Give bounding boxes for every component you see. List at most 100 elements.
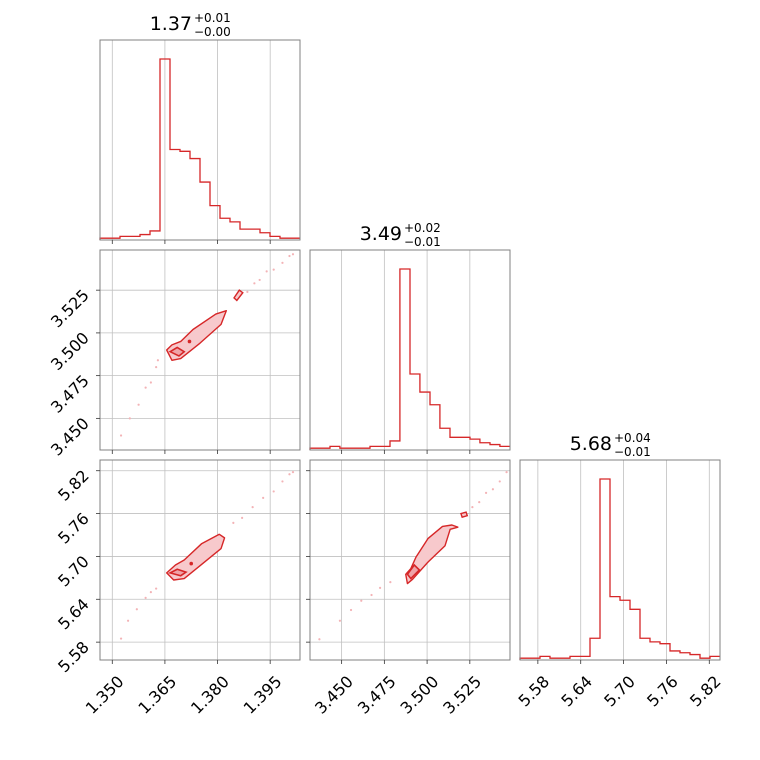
title-value: 5.68 [570,433,612,455]
contour-panel-1-2 [309,459,511,661]
sample-point [281,261,284,264]
sample-point [272,268,275,271]
contour-panel-0-2 [99,459,301,661]
y-tick-label: 5.76 [54,509,93,548]
panel-frame [309,459,511,661]
x-tick-label: 5.70 [600,672,639,711]
sample-point [291,471,295,474]
sample-point [505,471,508,474]
sample-point [291,253,295,256]
x-tick-label: 5.58 [515,672,554,711]
sample-point [241,516,244,519]
histogram-panel-1: 3.49 +0.02−0.01 [309,221,511,451]
title-minus: −0.01 [614,445,651,459]
sample-point [149,381,152,384]
y-tick-label: 5.64 [54,595,93,634]
sample-point [144,596,147,599]
contour-island [233,289,244,302]
sample-point [149,591,152,594]
y-tick-label: 5.70 [54,552,93,591]
sample-point [155,587,158,590]
sample-point [128,417,131,420]
title-minus: −0.00 [194,25,231,39]
contour-dot [187,339,192,344]
sample-point [119,434,123,437]
x-tick-label: 1.395 [240,672,286,718]
sample-point [144,386,147,389]
panel-title: 5.68 +0.04−0.01 [570,431,651,459]
panel-frame [99,249,301,451]
sample-point [378,586,382,589]
sample-point [389,581,392,584]
panel-frame [519,459,721,661]
sample-point [246,290,249,293]
sample-point [484,491,488,494]
sample-point [253,282,256,285]
sample-point [135,608,138,611]
contour-outer [165,533,226,581]
x-tick-label: 5.64 [557,672,596,711]
x-tick-label: 5.82 [686,672,725,711]
contour-inner [167,568,188,577]
title-minus: −0.01 [404,235,441,249]
panel-title: 3.49 +0.02−0.01 [360,221,441,249]
x-tick-label: 3.450 [311,672,357,718]
sample-point [156,359,159,362]
panel-title: 1.37 +0.01−0.00 [150,11,231,39]
sample-point [251,506,254,509]
histogram-panel-0: 1.37 +0.01−0.00 [99,11,301,241]
sample-point [258,278,261,282]
x-tick-label: 1.350 [82,672,128,718]
histogram-panel-2: 5.68 +0.04−0.01 [519,431,721,661]
sample-point [155,365,158,369]
title-value: 1.37 [150,13,192,35]
sample-point [288,254,291,258]
contour-island [460,511,469,518]
histogram-steps [99,58,300,240]
panel-frame [309,249,511,451]
axis-ticks: 1.350 1.365 1.380 1.395 3.4503.4753.5003.525… [47,240,725,718]
contour-panel-0-1 [99,249,301,451]
x-tick-label: 1.380 [187,672,233,718]
sample-point [281,480,284,483]
sample-point [360,599,363,602]
contour-dot [189,561,194,566]
y-tick-label: 5.82 [54,466,93,505]
histogram-steps [309,268,510,450]
y-tick-label: 3.500 [47,328,93,374]
y-tick-label: 5.58 [54,638,93,677]
x-tick-label: 1.365 [134,672,180,718]
x-tick-label: 3.500 [397,672,443,718]
sample-point [288,473,291,476]
panel-frame [99,459,301,661]
sample-point [338,619,342,622]
title-plus: +0.01 [194,11,231,25]
y-tick-label: 3.450 [47,414,93,460]
sample-point [262,496,265,499]
sample-point [137,403,140,406]
sample-point [119,637,123,640]
x-tick-label: 3.525 [439,672,485,718]
sample-point [265,270,268,273]
sample-point [370,593,373,597]
sample-point [498,480,501,483]
sample-point [478,501,481,504]
contour-inner [168,346,186,357]
sample-point [272,490,275,493]
y-tick-label: 3.525 [47,286,93,332]
x-tick-label: 5.76 [643,672,682,711]
x-tick-label: 3.475 [354,672,400,718]
title-plus: +0.04 [614,431,651,445]
y-tick-label: 3.475 [47,371,93,417]
contour-outer [165,309,228,361]
sample-point [349,608,353,612]
sample-point [471,506,474,509]
contour-inner [406,563,421,580]
sample-point [491,488,495,491]
title-value: 3.49 [360,223,402,245]
histogram-steps [519,478,720,660]
sample-point [232,521,235,524]
panel-frame [99,39,301,241]
sample-point [318,638,321,641]
